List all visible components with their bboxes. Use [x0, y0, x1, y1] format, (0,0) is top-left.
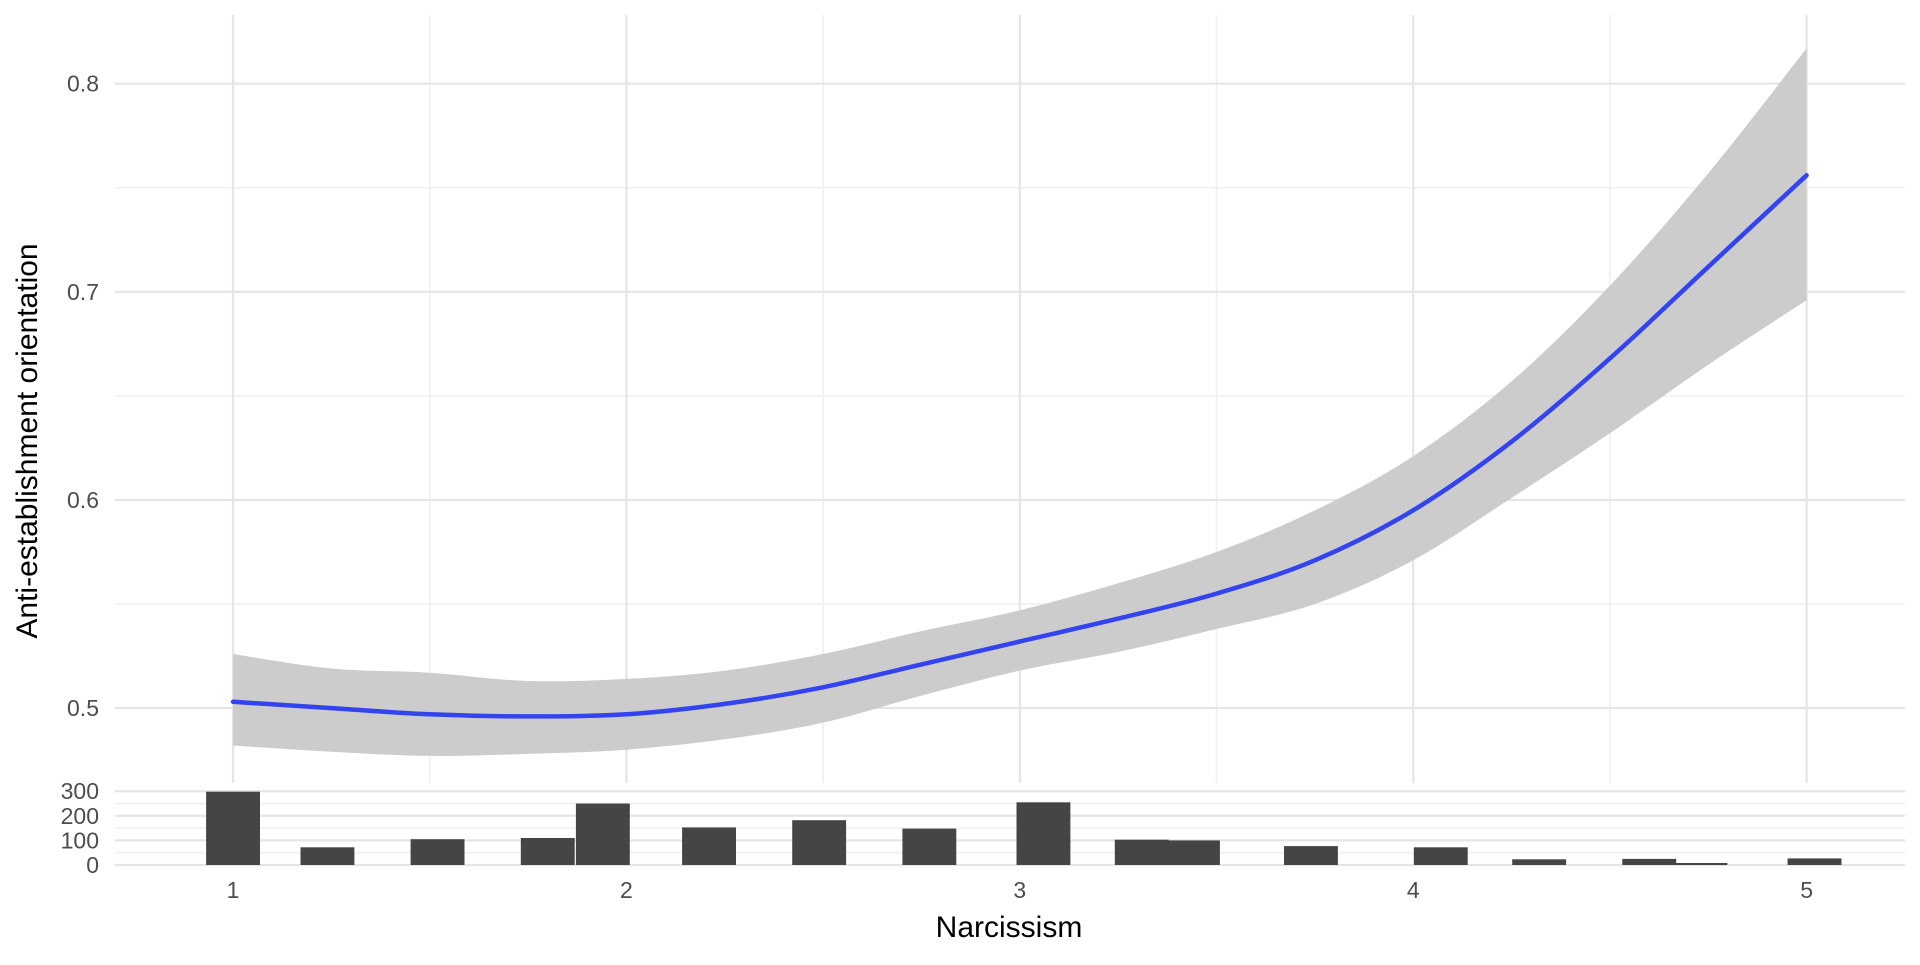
- confidence-ribbon: [233, 48, 1807, 756]
- histogram-bar: [792, 820, 847, 865]
- x-tick-labels: 1 2 3 4 5: [227, 877, 1813, 903]
- histogram-bar: [1166, 840, 1220, 865]
- y-tick-label: 0.5: [67, 695, 99, 721]
- y-axis-title: Anti-establishment orientation: [11, 243, 44, 638]
- histogram-bar: [1673, 863, 1728, 865]
- histogram-bar: [1622, 858, 1677, 865]
- x-tick-label: 1: [227, 877, 240, 903]
- histogram-bar: [1114, 839, 1169, 865]
- histogram-bar: [1512, 859, 1567, 865]
- x-tick-label: 4: [1407, 877, 1420, 903]
- main-y-tick-labels: 0.5 0.6 0.7 0.8: [67, 71, 99, 721]
- y-tick-label: 0.7: [67, 279, 99, 305]
- hist-y-tick-label: 0: [86, 852, 99, 878]
- histogram-bar: [902, 828, 957, 865]
- histogram-bar: [682, 827, 736, 865]
- histogram-bar: [1284, 846, 1338, 865]
- x-tick-label: 5: [1800, 877, 1813, 903]
- fitted-line: [230, 173, 1809, 719]
- histogram-bar: [300, 847, 355, 865]
- histogram-bar: [1787, 858, 1842, 865]
- histogram-bar: [206, 791, 260, 865]
- x-axis-title: Narcissism: [936, 911, 1083, 944]
- hist-y-tick-label: 300: [61, 778, 99, 804]
- hist-y-tick-label: 100: [61, 827, 99, 853]
- histogram-gridlines: [115, 790, 1905, 867]
- y-tick-label: 0.8: [67, 71, 99, 97]
- histogram-bar: [575, 803, 630, 865]
- hist-y-tick-label: 200: [61, 803, 99, 829]
- y-tick-label: 0.6: [67, 487, 99, 513]
- x-tick-label: 3: [1013, 877, 1026, 903]
- histogram-bar: [1016, 802, 1071, 865]
- histogram-bars: [206, 791, 1842, 865]
- x-tick-label: 2: [620, 877, 633, 903]
- histogram-bar: [520, 838, 575, 865]
- histogram-bar: [1413, 847, 1468, 865]
- histogram-bar: [410, 839, 465, 865]
